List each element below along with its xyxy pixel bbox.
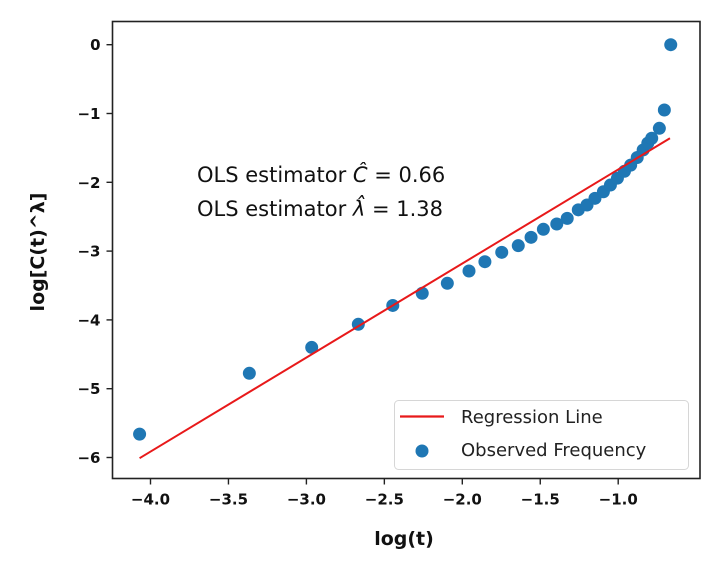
- svg-text:OLS estimator λ̂ = 1.38: OLS estimator λ̂ = 1.38: [197, 195, 443, 221]
- observed-frequency-point: [478, 255, 492, 269]
- observed-frequency-point: [657, 103, 671, 117]
- observed-frequency-point: [242, 366, 256, 380]
- annotation-c-hat: OLS estimator Ĉ = 0.66: [197, 162, 445, 187]
- annotation-lambda-prefix: OLS estimator: [197, 197, 353, 221]
- observed-frequency-point: [560, 211, 574, 225]
- legend: Regression Line Observed Frequency: [394, 400, 689, 470]
- y-axis: 0 −1 −2 −3 −4 −5 −6: [77, 36, 113, 467]
- observed-frequency-point: [536, 222, 550, 236]
- points-layer: [133, 38, 678, 441]
- observed-frequency-point: [645, 131, 659, 145]
- legend-box: [394, 400, 689, 470]
- y-tick-label: −2: [77, 174, 100, 192]
- y-tick-label: −1: [77, 105, 100, 123]
- observed-frequency-point: [664, 38, 678, 52]
- y-tick-label: −6: [77, 449, 100, 467]
- x-tick-label: −4.0: [131, 491, 170, 509]
- observed-frequency-point: [652, 121, 666, 135]
- legend-label-observed: Observed Frequency: [461, 440, 647, 461]
- x-tick-label: −2.5: [365, 491, 404, 509]
- annotation-lambda-value: = 1.38: [365, 197, 443, 221]
- legend-label-regression: Regression Line: [461, 407, 603, 428]
- regression-line: [139, 137, 671, 460]
- y-tick-label: −3: [77, 243, 100, 261]
- regression-layer: [139, 137, 671, 460]
- annotation-lambda-symbol: λ̂: [352, 195, 365, 221]
- observed-frequency-point: [133, 427, 147, 441]
- x-tick-label: −3.5: [209, 491, 248, 509]
- x-axis: −4.0 −3.5 −3.0 −2.5 −2.0 −1.5 −1.0: [131, 478, 638, 509]
- observed-frequency-point: [495, 245, 509, 259]
- annotation-lambda-hat: OLS estimator λ̂ = 1.38: [197, 195, 443, 221]
- x-tick-label: −1.0: [599, 491, 638, 509]
- observed-frequency-point: [462, 264, 476, 278]
- y-tick-label: 0: [90, 36, 100, 54]
- y-tick-label: −4: [77, 311, 100, 329]
- x-tick-label: −1.5: [521, 491, 560, 509]
- annotation-c-prefix: OLS estimator: [197, 163, 353, 187]
- annotation-c-symbol: Ĉ: [353, 162, 368, 187]
- observed-frequency-point: [524, 230, 538, 244]
- axes-frame: [111, 20, 701, 480]
- observed-frequency-point: [550, 217, 564, 231]
- x-axis-label: log(t): [374, 528, 434, 550]
- legend-observed-marker-icon: [415, 444, 429, 458]
- observed-frequency-point: [511, 239, 525, 253]
- x-tick-label: −3.0: [287, 491, 326, 509]
- observed-frequency-point: [440, 276, 454, 290]
- y-tick-label: −5: [77, 380, 100, 398]
- observed-frequency-point: [305, 340, 319, 354]
- annotation-c-value: = 0.66: [368, 163, 446, 187]
- svg-text:OLS estimator Ĉ = 0.66: OLS estimator Ĉ = 0.66: [197, 162, 445, 187]
- y-axis-label: log[C(t)^λ]: [27, 193, 49, 312]
- x-tick-label: −2.0: [443, 491, 482, 509]
